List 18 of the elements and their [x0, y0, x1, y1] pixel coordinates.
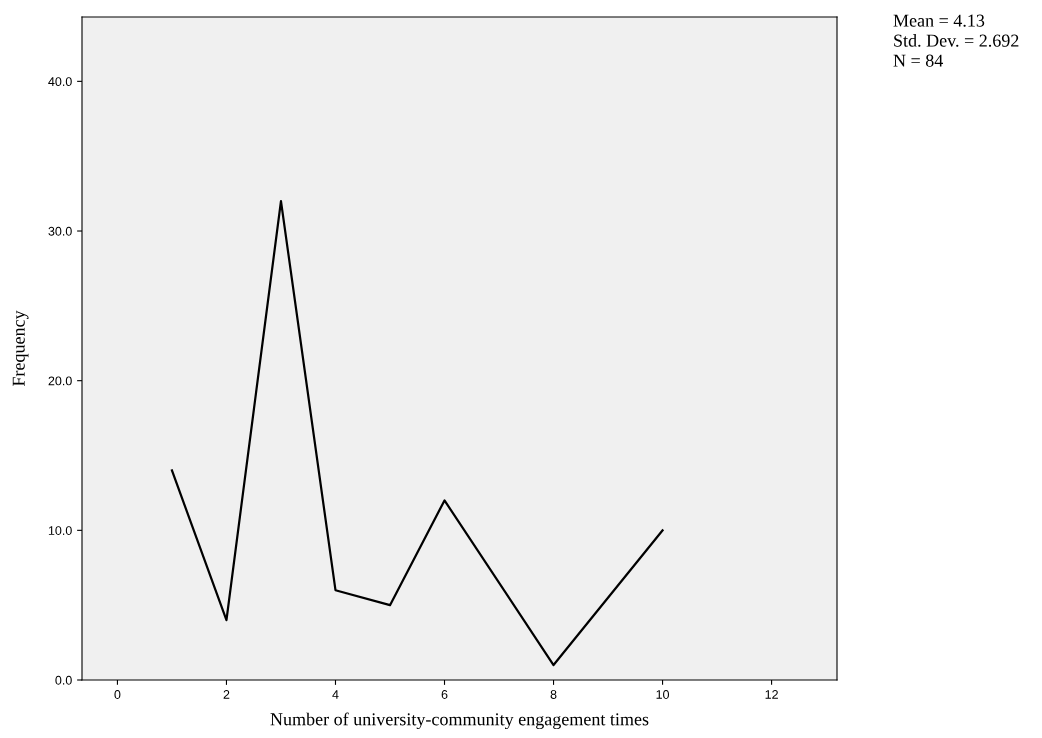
x-tick-label: 12 [765, 690, 778, 699]
y-tick-label: 0.0 [55, 675, 72, 685]
y-tick-label: 10.0 [48, 526, 72, 535]
x-tick-label: 2 [223, 690, 230, 699]
x-tick-label: 10 [656, 690, 670, 699]
x-tick-label: 8 [550, 690, 557, 699]
x-axis-title: Number of university-community engagement times [270, 712, 649, 730]
y-tick-label: 20.0 [48, 376, 72, 386]
y-axis-title: Frequency [12, 310, 29, 387]
x-tick-label: 4 [332, 690, 339, 699]
x-tick-label: 0 [114, 690, 121, 699]
line-series [170, 199, 664, 667]
y-tick-label: 30.0 [48, 226, 72, 236]
text: Std. Dev. = 2.692 [894, 34, 1019, 47]
y-tick-label: 40.0 [48, 77, 72, 87]
text: Mean = 4.13 [893, 14, 985, 27]
x-tick-label: 6 [441, 690, 448, 699]
text: N = 84 [893, 54, 944, 67]
